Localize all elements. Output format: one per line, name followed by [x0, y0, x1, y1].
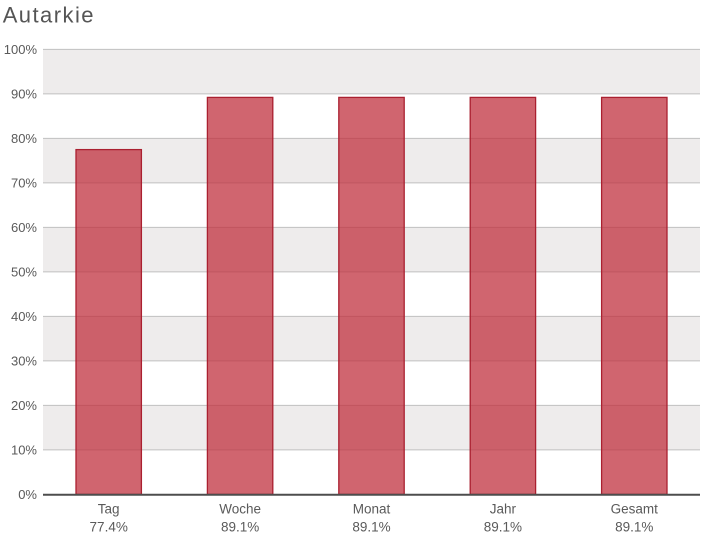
svg-text:40%: 40% [11, 309, 37, 324]
svg-text:89.1%: 89.1% [352, 520, 390, 535]
svg-text:100%: 100% [4, 42, 38, 57]
svg-text:80%: 80% [11, 131, 37, 146]
svg-text:60%: 60% [11, 220, 37, 235]
svg-text:77.4%: 77.4% [90, 520, 128, 535]
svg-text:20%: 20% [11, 398, 37, 413]
svg-text:90%: 90% [11, 86, 37, 101]
svg-text:Woche: Woche [219, 501, 261, 516]
svg-text:Gesamt: Gesamt [611, 501, 659, 516]
svg-text:10%: 10% [11, 442, 37, 457]
svg-text:89.1%: 89.1% [221, 520, 259, 535]
svg-text:70%: 70% [11, 175, 37, 190]
svg-text:Autarkie: Autarkie [3, 3, 95, 28]
svg-text:89.1%: 89.1% [615, 520, 653, 535]
svg-text:30%: 30% [11, 353, 37, 368]
svg-text:Tag: Tag [98, 501, 120, 516]
svg-text:50%: 50% [11, 264, 37, 279]
svg-text:0%: 0% [18, 487, 37, 502]
svg-text:Jahr: Jahr [490, 501, 517, 516]
svg-text:Monat: Monat [353, 501, 391, 516]
svg-text:89.1%: 89.1% [484, 520, 522, 535]
